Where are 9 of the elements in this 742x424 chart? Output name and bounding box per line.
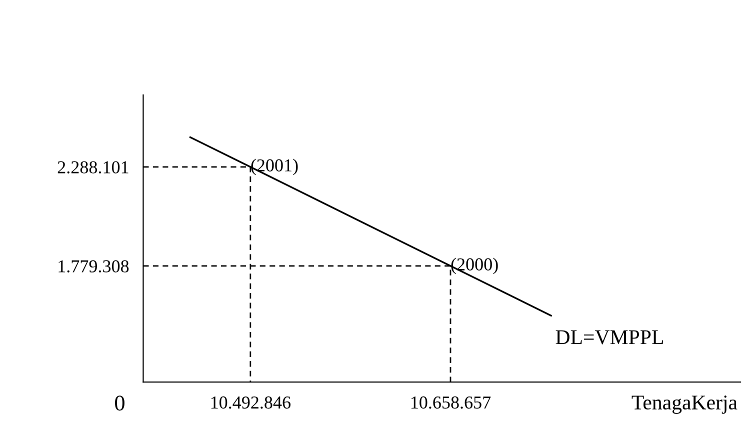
- y-tick-label: 1.779.308: [58, 260, 129, 272]
- x-axis-title: TenagaKerja: [632, 396, 738, 414]
- annotation: (2000): [451, 258, 498, 274]
- text: 0: [115, 396, 124, 411]
- y-tick-label: 2.288.101: [58, 161, 128, 174]
- annotation: DL=VMPPL: [556, 330, 663, 344]
- x-tick-label: 10.492.846: [211, 396, 290, 409]
- annotation: (2001): [251, 158, 298, 176]
- x-tick-label: 10.658.657: [411, 396, 491, 409]
